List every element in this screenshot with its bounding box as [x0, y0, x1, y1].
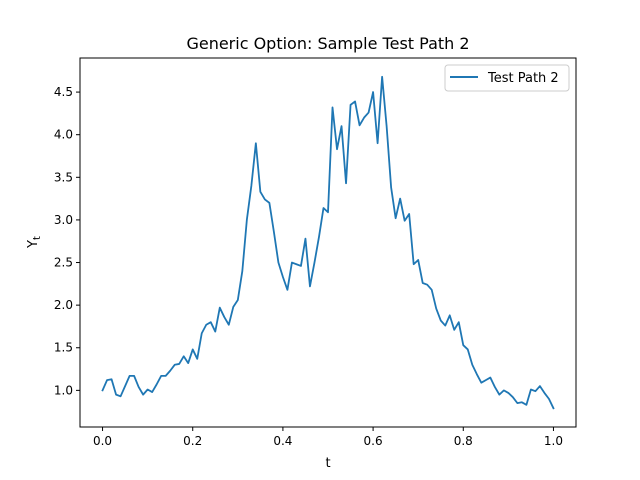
y-tick-label: 2.0	[54, 298, 73, 312]
y-axis-label: Yt	[26, 236, 43, 249]
legend: Test Path 2	[444, 64, 570, 92]
series-group	[101, 75, 555, 410]
y-tick-label: 2.5	[54, 256, 73, 270]
y-tick-label: 4.5	[54, 85, 73, 99]
x-tick-label: 0.8	[454, 434, 473, 448]
legend-label: Test Path 2	[487, 71, 559, 86]
y-tick-label: 1.5	[54, 341, 73, 355]
chart-title: Generic Option: Sample Test Path 2	[186, 34, 469, 53]
x-tick-label: 1.0	[544, 434, 563, 448]
y-axis-label-subscript: t	[32, 236, 43, 240]
x-axis-label: t	[325, 456, 330, 471]
plot-background	[80, 58, 576, 427]
y-tick-label: 4.0	[54, 128, 73, 142]
plot-frame	[79, 57, 577, 428]
y-tick-label: 3.5	[54, 170, 73, 184]
legend-box	[444, 64, 570, 92]
x-tick-label: 0.2	[183, 434, 202, 448]
series-line-test-path-2	[101, 75, 555, 410]
plot-area	[80, 58, 576, 427]
x-tick-label: 0.0	[93, 434, 112, 448]
y-axis-label-main: Y	[26, 240, 41, 249]
x-tick-label: 0.4	[273, 434, 292, 448]
y-axis: 1.0 1.5 2.0 2.5 3.0 3.5 4.0 4.5	[54, 85, 80, 397]
y-tick-label: 3.0	[54, 213, 73, 227]
x-tick-label: 0.6	[364, 434, 383, 448]
y-tick-label: 1.0	[54, 383, 73, 397]
x-axis: 0.0 0.2 0.4 0.6 0.8 1.0	[93, 427, 563, 448]
